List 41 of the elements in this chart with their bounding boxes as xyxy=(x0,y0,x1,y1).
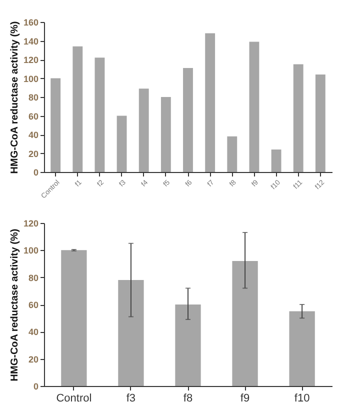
y-tick-label: 0 xyxy=(33,382,38,392)
y-tick-label: 20 xyxy=(28,148,38,159)
y-tick-label: 80 xyxy=(28,272,38,283)
x-tick-label: f8 xyxy=(183,392,193,404)
bar xyxy=(72,46,83,172)
y-tick-label: 80 xyxy=(28,92,38,102)
y-tick-label: 160 xyxy=(23,18,38,28)
bar xyxy=(205,33,216,172)
x-tick-label: f9 xyxy=(240,392,250,404)
bar xyxy=(118,280,144,386)
y-tick-label: 120 xyxy=(23,218,38,228)
y-axis-title: HMG-CoA reductase activity (%) xyxy=(9,21,20,174)
bar xyxy=(138,88,149,172)
y-tick-label: 120 xyxy=(23,55,38,65)
x-tick-label: f10 xyxy=(294,392,310,404)
y-tick-label: 140 xyxy=(23,36,38,46)
y-tick-label: 100 xyxy=(23,74,38,84)
bar xyxy=(315,74,326,172)
bar xyxy=(94,58,105,172)
bar xyxy=(227,136,238,172)
x-tick-label: f3 xyxy=(126,392,136,404)
y-tick-label: 40 xyxy=(28,327,38,338)
bar xyxy=(293,64,304,172)
y-tick-label: 0 xyxy=(33,168,38,178)
bar xyxy=(232,261,258,386)
y-tick-label: 20 xyxy=(28,354,38,364)
bar xyxy=(116,116,127,172)
bar xyxy=(249,42,260,172)
bar xyxy=(183,68,193,172)
bar xyxy=(160,97,171,172)
x-tick-label: Control xyxy=(56,392,92,404)
y-axis-title: HMG-CoA reductase activity (%) xyxy=(9,228,20,382)
y-tick-label: 60 xyxy=(28,300,38,310)
bar xyxy=(289,311,315,386)
y-tick-label: 60 xyxy=(28,111,38,122)
y-tick-label: 40 xyxy=(28,130,38,140)
bar xyxy=(271,150,282,172)
bar xyxy=(61,250,87,386)
bar xyxy=(175,304,201,386)
bar xyxy=(50,78,61,172)
y-tick-label: 100 xyxy=(23,246,38,256)
